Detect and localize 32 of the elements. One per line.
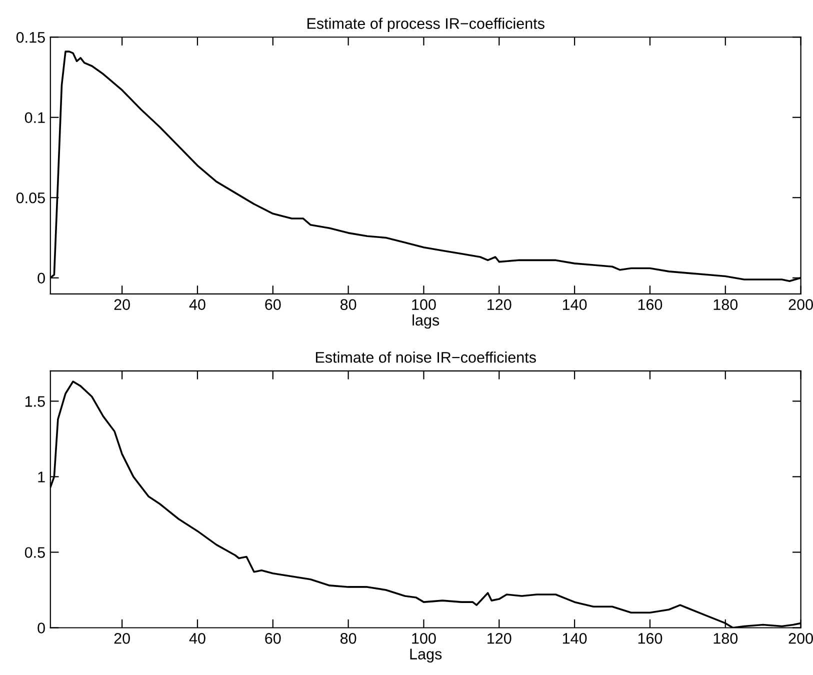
x-tick-label: 40 (189, 633, 206, 644)
y-tick-label: 1 (38, 472, 45, 482)
x-tick-label: 160 (638, 633, 662, 644)
y-tick-label: 0.1 (24, 112, 45, 124)
x-axis-title: lags (412, 314, 440, 329)
x-tick-label: 140 (562, 299, 587, 310)
y-tick-label: 1.5 (25, 396, 45, 407)
y-tick-label: 0.5 (24, 547, 45, 558)
x-tick-label: 60 (265, 299, 281, 310)
x-tick-label: 100 (412, 633, 436, 644)
x-tick-label: 80 (340, 299, 356, 310)
x-tick-label: 200 (788, 299, 813, 310)
y-tick-label: 0 (38, 272, 45, 284)
x-tick-label: 120 (488, 299, 512, 310)
y-tick-label: 0 (38, 622, 45, 634)
chart-title: Estimate of process IR−coefficients (307, 18, 544, 32)
x-tick-label: 160 (638, 299, 662, 310)
x-tick-label: 120 (488, 633, 512, 644)
x-tick-label: 80 (340, 633, 356, 644)
x-axis-title: Lags (410, 648, 442, 662)
y-tick-label: 0.05 (16, 192, 45, 204)
x-tick-label: 20 (114, 299, 130, 310)
y-tick-label: 0.15 (16, 32, 45, 43)
chart-title: Estimate of noise IR−coefficients (316, 352, 536, 363)
x-tick-label: 180 (714, 299, 738, 310)
x-tick-label: 200 (788, 633, 813, 644)
x-tick-label: 180 (714, 633, 738, 644)
x-tick-label: 40 (189, 299, 206, 310)
x-tick-label: 140 (562, 633, 587, 644)
x-tick-label: 60 (265, 633, 281, 644)
x-tick-label: 20 (114, 633, 130, 644)
x-tick-label: 100 (412, 299, 436, 310)
